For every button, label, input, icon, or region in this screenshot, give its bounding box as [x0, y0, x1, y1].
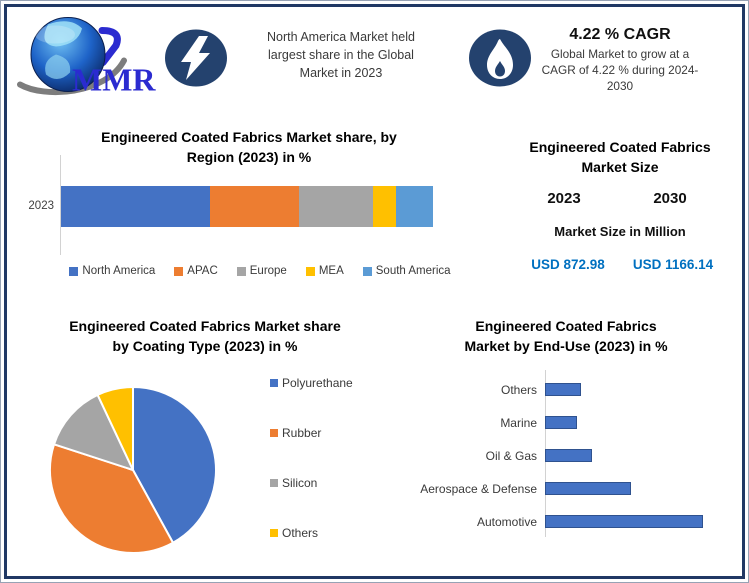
legend-label: North America [82, 265, 156, 277]
legend-item-apac: APAC [174, 265, 218, 277]
enduse-row-oil-gas: Oil & Gas [413, 439, 733, 472]
lightning-badge [165, 29, 227, 87]
region-segment-south-america [395, 186, 433, 227]
enduse-category-label: Marine [500, 415, 537, 430]
pie-slice-rubber [49, 443, 174, 554]
legend-item-south-america: South America [362, 265, 451, 277]
logo-swirl [98, 27, 121, 66]
enduse-bar-oil-gas [545, 449, 592, 462]
legend-marker-others [270, 529, 278, 537]
legend-item-north-america: North America [69, 265, 155, 277]
legend-marker-mea [305, 266, 315, 276]
legend-item-polyurethane: Polyurethane [270, 376, 353, 390]
enduse-bar-track [545, 515, 733, 528]
coating-pie-chart [49, 386, 217, 554]
market-size-year-2030: 2030 [653, 190, 687, 207]
region-chart-legend: North America APAC Europe MEA South America [55, 265, 465, 277]
globe-land-north [44, 21, 82, 47]
coating-chart-legend: Polyurethane Rubber Silicon Others [270, 376, 353, 540]
legend-item-silicon: Silicon [270, 476, 353, 490]
cagr-title: 4.22 % CAGR [569, 26, 671, 43]
legend-label: APAC [187, 265, 218, 277]
legend-marker-rubber [270, 429, 278, 437]
legend-item-others: Others [270, 526, 353, 540]
region-chart-axis [60, 155, 61, 255]
region-chart-title: Engineered Coated Fabrics Market share, … [101, 129, 397, 165]
region-segment-europe [299, 186, 374, 227]
enduse-bar-track [545, 449, 733, 462]
flame-inner-drop [495, 61, 505, 77]
coating-chart-title: Engineered Coated Fabrics Market share by… [69, 318, 341, 354]
cagr-subtitle: Global Market to grow at a CAGR of 4.22 %… [541, 47, 699, 93]
legend-label: Others [282, 526, 319, 540]
headline-text: North America Market held largest share i… [267, 30, 415, 80]
market-size-title: Engineered Coated Fabrics Market Size [529, 139, 711, 175]
region-segment-mea [373, 186, 396, 227]
pie-slice-others [96, 386, 134, 471]
enduse-row-others: Others [413, 373, 733, 406]
enduse-chart-title: Engineered Coated Fabrics Market by End-U… [464, 318, 668, 354]
legend-label: Polyurethane [282, 376, 353, 390]
lightning-icon [181, 36, 210, 80]
region-stacked-bar [61, 186, 433, 227]
enduse-row-aerospace-defense: Aerospace & Defense [413, 472, 733, 505]
legend-label: MEA [318, 265, 344, 277]
region-segment-apac [209, 186, 300, 227]
legend-marker-south-america [362, 266, 372, 276]
globe-mmr-logo: MMR [17, 17, 156, 98]
legend-item-mea: MEA [305, 265, 344, 277]
legend-label: South America [375, 265, 451, 277]
enduse-category-label: Aerospace & Defense [420, 481, 537, 496]
legend-marker-polyurethane [270, 379, 278, 387]
pie-slice-polyurethane [132, 386, 217, 544]
region-chart-category-label: 2023 [28, 200, 54, 212]
logo-text: MMR [72, 62, 156, 98]
enduse-bar-marine [545, 416, 578, 429]
enduse-bar-track [545, 383, 733, 396]
enduse-bar-automotive [545, 515, 703, 528]
legend-marker-apac [174, 266, 184, 276]
globe-highlight [35, 25, 75, 44]
legend-label: Silicon [282, 476, 318, 490]
enduse-category-label: Oil & Gas [485, 448, 537, 463]
market-size-value-2023: USD 872.98 [531, 257, 605, 272]
market-size-subtitle: Market Size in Million [554, 224, 686, 239]
flame-icon [487, 39, 513, 79]
legend-item-europe: Europe [236, 265, 287, 277]
legend-label: Rubber [282, 426, 322, 440]
enduse-row-marine: Marine [413, 406, 733, 439]
legend-label: Europe [249, 265, 287, 277]
enduse-category-label: Automotive [476, 514, 537, 529]
region-segment-north-america [61, 186, 210, 227]
legend-marker-silicon [270, 479, 278, 487]
enduse-bar-track [545, 482, 733, 495]
legend-marker-europe [236, 266, 246, 276]
enduse-row-automotive: Automotive [413, 505, 733, 538]
enduse-bar-others [545, 383, 581, 396]
enduse-category-label: Others [500, 382, 537, 397]
enduse-bar-chart: Others Marine Oil & Gas Aerospace & Defense… [413, 373, 733, 538]
pie-slice-silicon [53, 393, 134, 471]
market-size-year-2023: 2023 [547, 190, 581, 207]
legend-marker-north-america [69, 266, 79, 276]
globe-land-south [45, 54, 71, 80]
flame-badge [469, 29, 531, 87]
market-size-value-2030: USD 1166.14 [632, 257, 714, 272]
legend-item-rubber: Rubber [270, 426, 353, 440]
enduse-bar-aerospace-defense [545, 482, 632, 495]
enduse-bar-track [545, 416, 733, 429]
